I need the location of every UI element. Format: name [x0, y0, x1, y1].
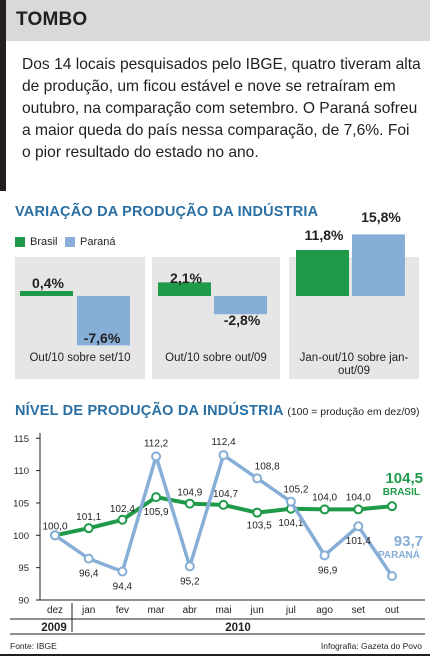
y-tick-label: 100 — [13, 531, 29, 542]
data-point-brasil — [387, 501, 397, 512]
data-point-brasil — [151, 492, 162, 503]
data-point-brasil — [117, 514, 128, 525]
legend-brasil: Brasil — [15, 236, 58, 248]
series-line-brasil — [54, 495, 393, 538]
y-tick-label: 115 — [14, 434, 29, 445]
x-tick-label: mai — [215, 605, 231, 616]
data-label-brasil: 104,9 — [177, 488, 202, 499]
bar-category-3: Jan-out/10 sobre jan-out/09 — [299, 352, 409, 377]
data-label-brasil: 100,0 — [42, 521, 67, 532]
bar-value-label: 15,8% — [361, 209, 401, 225]
data-label-brasil: 102,4 — [110, 504, 135, 515]
y-tick-label: 110 — [14, 466, 29, 477]
data-label-parana: 94,4 — [113, 582, 133, 593]
y-tick-label: 90 — [18, 596, 29, 607]
x-tick-label: abr — [183, 605, 198, 616]
legend-label-parana: Paraná — [80, 236, 116, 248]
y-tick-label: 95 — [18, 563, 29, 574]
data-label-brasil: 104,7 — [213, 489, 238, 500]
data-point-parana — [184, 561, 195, 572]
x-tick-label: mar — [147, 605, 165, 616]
data-point-parana — [83, 553, 94, 564]
data-point-parana — [151, 451, 162, 462]
bar-category-1: Out/10 sobre set/10 — [29, 352, 131, 364]
data-point-parana — [50, 530, 60, 541]
data-point-parana — [353, 521, 364, 532]
x-tick-label: ago — [316, 605, 333, 616]
data-point-brasil — [50, 530, 60, 541]
data-point-parana — [218, 450, 229, 461]
end-name-parana: PARANÁ — [378, 548, 420, 561]
end-name-brasil: BRASIL — [383, 487, 420, 498]
sidebar-accent — [0, 41, 6, 191]
x-tick-label: jun — [250, 605, 264, 616]
bar-panel-1: Out/10 sobre set/10 — [15, 257, 145, 379]
data-label-parana: 101,4 — [346, 536, 371, 547]
data-label-parana: 112,4 — [211, 437, 236, 448]
line-chart-title: NÍVEL DE PRODUÇÃO DA INDÚSTRIA — [15, 403, 284, 419]
data-label-parana: 96,4 — [79, 569, 99, 580]
x-tick-label: fev — [116, 605, 129, 616]
headline-title: TOMBO — [16, 9, 88, 30]
data-point-parana — [252, 473, 263, 484]
line-chart-subtitle: (100 = produção em dez/09) — [287, 406, 420, 418]
data-label-brasil: 103,5 — [247, 521, 272, 532]
x-tick-label: out — [385, 605, 399, 616]
credit-note: Infografia: Gazeta do Povo — [320, 641, 422, 651]
data-point-brasil — [353, 504, 364, 515]
data-label-brasil: 104,0 — [312, 492, 337, 503]
line-chart-title-row: NÍVEL DE PRODUÇÃO DA INDÚSTRIA (100 = pr… — [15, 403, 420, 419]
legend-parana: Paraná — [65, 236, 115, 248]
data-point-parana — [117, 566, 128, 577]
data-label-parana: 108,8 — [255, 461, 280, 472]
x-tick-label: set — [352, 605, 366, 616]
series-line-parana — [54, 453, 394, 578]
headline-box: TOMBO — [0, 0, 430, 41]
end-value-parana: 93,7 — [394, 533, 423, 550]
data-label-parana: 105,2 — [283, 485, 308, 496]
legend-label-brasil: Brasil — [30, 236, 58, 248]
data-point-parana — [285, 496, 296, 507]
x-tick-label: jan — [81, 605, 95, 616]
y-tick-label: 105 — [13, 498, 29, 509]
data-label-brasil: 101,1 — [76, 512, 101, 523]
data-point-brasil — [184, 498, 195, 509]
bar-chart-title: VARIAÇÃO DA PRODUÇÃO DA INDÚSTRIA — [15, 204, 319, 220]
data-point-brasil — [285, 503, 296, 514]
bar-value-label: 11,8% — [305, 227, 344, 243]
x-tick-label: dez — [47, 605, 63, 616]
data-point-parana — [387, 571, 397, 582]
legend-swatch-brasil — [15, 237, 25, 247]
x-tick-label: jul — [285, 605, 296, 616]
year-label-2009: 2009 — [41, 622, 67, 634]
source-note: Fonte: IBGE — [10, 641, 57, 651]
end-value-brasil: 104,5 — [385, 470, 423, 487]
data-label-brasil: 104,0 — [346, 492, 371, 503]
data-point-parana — [319, 550, 330, 561]
intro-paragraph: Dos 14 locais pesquisados pelo IBGE, qua… — [22, 56, 421, 161]
data-label-parana: 95,2 — [180, 576, 200, 587]
legend-swatch-parana — [65, 237, 75, 247]
data-point-brasil — [218, 499, 229, 510]
data-point-brasil — [252, 507, 263, 518]
data-label-parana: 112,2 — [144, 438, 169, 449]
bar-panel-3: Jan-out/10 sobre jan-out/09 — [289, 257, 419, 379]
bar-panel-2: Out/10 sobre out/09 — [152, 257, 280, 379]
data-label-parana: 96,9 — [318, 565, 338, 576]
data-point-brasil — [83, 523, 94, 534]
bottom-rule — [0, 654, 430, 656]
data-point-brasil — [319, 504, 330, 515]
bar-category-2: Out/10 sobre out/09 — [165, 352, 267, 364]
year-label-2010: 2010 — [225, 622, 251, 634]
data-label-brasil: 104,1 — [278, 518, 303, 529]
data-label-brasil: 105,9 — [144, 507, 169, 518]
